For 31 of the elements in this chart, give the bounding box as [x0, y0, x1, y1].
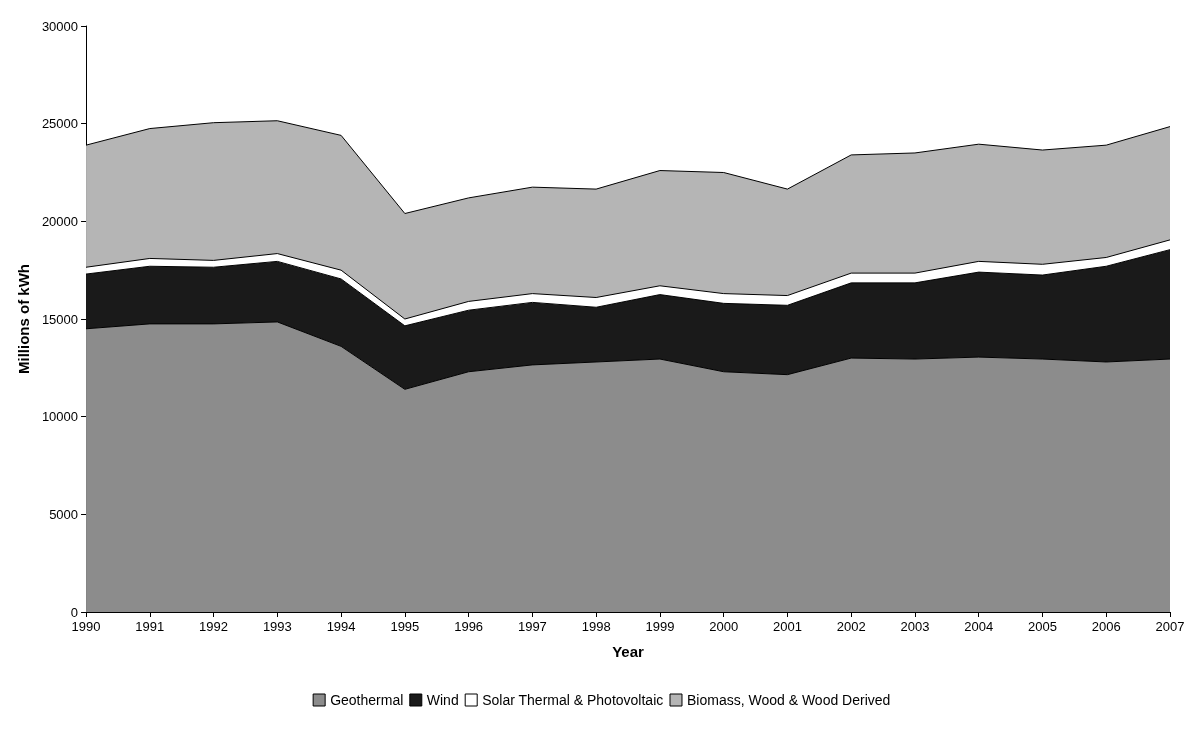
x-tick-label: 2005 — [1028, 619, 1057, 634]
x-tick-label: 2000 — [709, 619, 739, 634]
x-tick-label: 1990 — [71, 619, 101, 634]
x-tick-label: 1993 — [262, 619, 292, 634]
x-tick-label: 2007 — [1155, 619, 1185, 634]
y-tick-label: 25000 — [41, 116, 79, 132]
x-tick-label: 1992 — [199, 619, 229, 634]
x-tick-label: 2006 — [1091, 619, 1121, 634]
y-axis-title: Millions of kWh — [15, 264, 32, 374]
x-tick-label: 1995 — [390, 619, 420, 634]
legend-label: Wind — [426, 692, 459, 708]
y-tick-label: 30000 — [41, 18, 79, 34]
x-tick-label: 1996 — [454, 619, 484, 634]
y-tick-label: 20000 — [41, 213, 79, 229]
x-axis-title: Year — [612, 643, 645, 660]
x-tick-label: 2004 — [964, 619, 994, 634]
x-tick-label: 2001 — [772, 619, 802, 634]
x-tick-label: 1999 — [645, 619, 675, 634]
y-tick-label: 5000 — [49, 506, 79, 522]
x-tick-label: 2003 — [900, 619, 930, 634]
x-tick-label: 1991 — [135, 619, 165, 634]
x-tick-label: 1994 — [326, 619, 356, 634]
legend-label: Biomass, Wood & Wood Derived — [687, 692, 891, 708]
legend-label: Geothermal — [330, 692, 404, 708]
y-tick-label: 10000 — [41, 409, 79, 425]
x-tick-label: 2002 — [836, 619, 866, 634]
y-tick-label: 0 — [70, 604, 79, 620]
legend-label: Solar Thermal & Photovoltaic — [482, 692, 664, 708]
x-tick-label: 1997 — [517, 619, 547, 634]
y-tick-label: 15000 — [41, 311, 79, 327]
x-tick-label: 1998 — [581, 619, 611, 634]
